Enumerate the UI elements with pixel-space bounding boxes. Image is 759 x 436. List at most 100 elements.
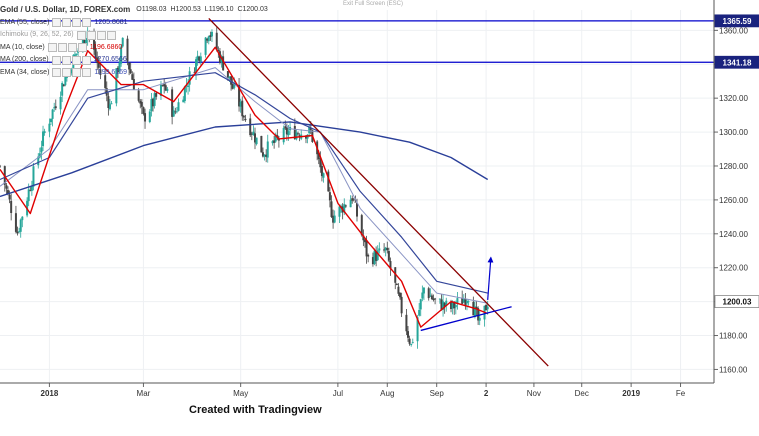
ema34-line bbox=[0, 67, 488, 304]
candle-body bbox=[163, 84, 166, 87]
candle-body bbox=[265, 154, 268, 157]
indicator-row-ma10[interactable]: MA (10, close) 1196.6860 bbox=[0, 42, 270, 55]
ema55-line bbox=[0, 72, 488, 294]
candle-body bbox=[386, 247, 389, 251]
close-icon[interactable] bbox=[96, 30, 106, 40]
candle-body bbox=[261, 152, 264, 157]
candle-body bbox=[440, 299, 443, 310]
indicator-controls[interactable] bbox=[52, 18, 92, 28]
trend-drawings bbox=[208, 18, 549, 367]
more-icon[interactable] bbox=[81, 55, 91, 65]
candle-body bbox=[356, 203, 358, 217]
indicator-controls[interactable] bbox=[47, 43, 87, 53]
settings-icon[interactable] bbox=[62, 68, 72, 78]
eye-icon[interactable] bbox=[52, 68, 62, 78]
candle-body bbox=[164, 85, 167, 91]
candle-body bbox=[384, 247, 387, 251]
eye-icon[interactable] bbox=[76, 30, 86, 40]
more-icon[interactable] bbox=[77, 43, 87, 53]
candle-body bbox=[107, 96, 110, 109]
settings-icon[interactable] bbox=[62, 18, 72, 28]
candle-body bbox=[207, 36, 210, 42]
candle-body bbox=[231, 84, 234, 89]
candle-body bbox=[172, 110, 175, 117]
candle-body bbox=[53, 107, 56, 109]
y-tick-label: 1280.00 bbox=[719, 162, 748, 171]
candle-body bbox=[177, 102, 180, 111]
candle-body bbox=[365, 240, 368, 257]
indicator-row-ma200[interactable]: MA (200, close) 1270.6566 bbox=[0, 54, 270, 67]
candle-body bbox=[266, 141, 269, 158]
candle-body bbox=[477, 308, 480, 321]
candle-body bbox=[467, 301, 470, 303]
indicator-controls[interactable] bbox=[76, 30, 116, 40]
y-tick-label: 1260.00 bbox=[719, 196, 748, 205]
exit-fullscreen-button[interactable]: Exit Full Screen (ESC) bbox=[343, 1, 404, 7]
candle-body bbox=[320, 165, 323, 177]
settings-icon[interactable] bbox=[61, 55, 71, 65]
candle-body bbox=[182, 99, 185, 103]
candle-body bbox=[42, 131, 45, 147]
x-tick-label: Fe bbox=[676, 389, 686, 398]
indicator-row-ichimoku[interactable]: Ichimoku (9, 26, 52, 26) bbox=[0, 29, 270, 42]
candle-body bbox=[108, 104, 111, 110]
candle-body bbox=[222, 56, 225, 71]
candle-body bbox=[21, 216, 24, 221]
candle-body bbox=[330, 201, 333, 217]
candle-body bbox=[226, 71, 229, 78]
candle-body bbox=[183, 86, 186, 101]
candle-body bbox=[97, 61, 100, 68]
candle-body bbox=[215, 32, 218, 50]
settings-icon[interactable] bbox=[86, 30, 96, 40]
eye-icon[interactable] bbox=[52, 18, 62, 28]
candle-body bbox=[204, 37, 207, 55]
settings-icon[interactable] bbox=[57, 43, 67, 53]
candle-body bbox=[317, 152, 320, 160]
candle-body bbox=[349, 199, 352, 208]
candle-body bbox=[252, 131, 255, 135]
eye-icon[interactable] bbox=[51, 55, 61, 65]
candle-body bbox=[8, 194, 11, 200]
x-tick-label: May bbox=[233, 389, 248, 398]
more-icon[interactable] bbox=[82, 18, 92, 28]
candle-body bbox=[343, 204, 346, 213]
y-tick-label: 1300.00 bbox=[719, 128, 748, 137]
candle-body bbox=[419, 299, 422, 310]
more-icon[interactable] bbox=[106, 30, 116, 40]
candle-body bbox=[360, 215, 363, 236]
candle-body bbox=[244, 118, 247, 121]
candle-body bbox=[18, 231, 21, 233]
indicator-row-ema34[interactable]: EMA (34, close) 1199.6169 bbox=[0, 67, 270, 80]
candle-body bbox=[175, 111, 178, 113]
candle-body bbox=[285, 127, 288, 135]
x-tick-label: Dec bbox=[575, 389, 589, 398]
close-icon[interactable] bbox=[71, 55, 81, 65]
candle-body bbox=[456, 298, 459, 304]
indicator-row-ema55[interactable]: EMA (55, close) 1205.8681 bbox=[0, 17, 270, 30]
close-icon[interactable] bbox=[72, 18, 82, 28]
indicator-controls[interactable] bbox=[52, 68, 92, 78]
moving-average-lines bbox=[0, 46, 489, 328]
candle-body bbox=[171, 89, 174, 117]
candle-body bbox=[161, 85, 164, 87]
descending-trendline bbox=[208, 18, 549, 367]
candle-body bbox=[400, 296, 403, 314]
time-axis[interactable]: 2018 Mar May Jul Aug Sep 2 Nov Dec 2019 Fe bbox=[0, 382, 714, 398]
candle-body bbox=[338, 206, 341, 217]
close-icon[interactable] bbox=[67, 43, 77, 53]
candle-body bbox=[40, 147, 43, 153]
candle-body bbox=[271, 141, 274, 144]
candle-body bbox=[209, 35, 212, 37]
indicator-controls[interactable] bbox=[51, 55, 91, 65]
eye-icon[interactable] bbox=[47, 43, 57, 53]
candle-body bbox=[362, 235, 365, 241]
candle-body bbox=[274, 134, 277, 142]
close-icon[interactable] bbox=[72, 68, 82, 78]
candle-body bbox=[218, 51, 221, 63]
price-axis[interactable]: 1160.001180.001200.001220.001240.001260.… bbox=[713, 0, 759, 383]
x-tick-label: Nov bbox=[527, 389, 541, 398]
candle-body bbox=[475, 306, 478, 310]
more-icon[interactable] bbox=[82, 68, 92, 78]
candle-body bbox=[305, 135, 307, 139]
candle-body bbox=[10, 200, 13, 214]
